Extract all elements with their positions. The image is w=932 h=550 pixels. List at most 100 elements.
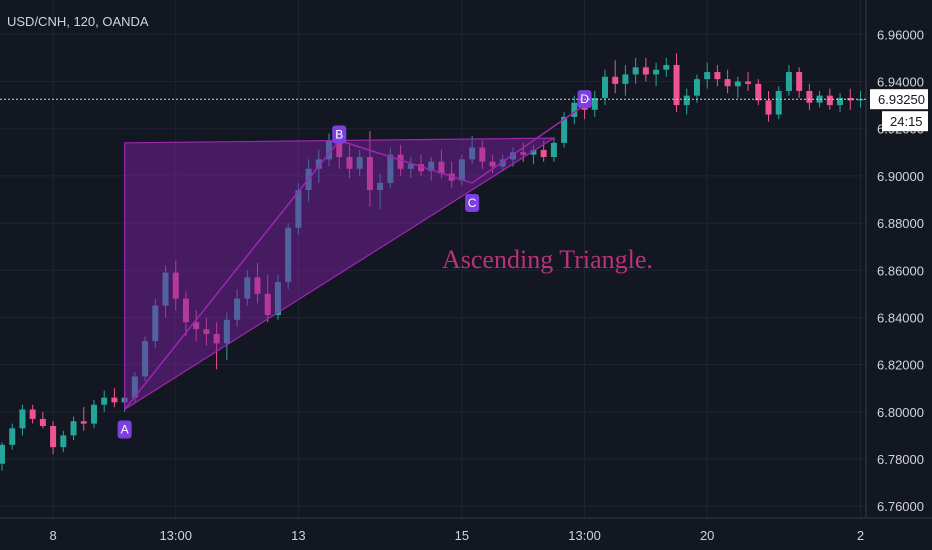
- candle-body: [39, 418, 46, 426]
- candle: [796, 67, 803, 99]
- y-tick-label: 6.76000: [877, 499, 924, 514]
- candle: [745, 72, 752, 91]
- candle-body: [50, 425, 57, 448]
- candle-body: [847, 98, 854, 101]
- candle-body: [816, 95, 823, 103]
- candle: [591, 90, 598, 117]
- candle: [755, 79, 762, 106]
- candle-body: [704, 72, 711, 80]
- candle-body: [683, 95, 690, 106]
- candle-body: [755, 83, 762, 101]
- candle: [80, 407, 87, 431]
- candle-body: [806, 90, 813, 103]
- y-tick-label: 6.78000: [877, 452, 924, 467]
- pattern-point-badge: [332, 125, 347, 144]
- time-axis[interactable]: 8 13:00 13 15 13:00 20 2: [49, 528, 864, 543]
- y-tick-label: 6.82000: [877, 358, 924, 373]
- countdown-timer: 24:15: [890, 114, 923, 129]
- y-tick-label: 6.88000: [877, 216, 924, 231]
- candle: [775, 86, 782, 120]
- candle: [70, 416, 77, 441]
- candle-body: [663, 64, 670, 70]
- candle-body: [561, 116, 568, 143]
- y-tick-label: 6.80000: [877, 405, 924, 420]
- candle-body: [90, 404, 97, 424]
- candle-body: [622, 74, 629, 84]
- pattern-annotation: Ascending Triangle.: [442, 245, 653, 274]
- y-tick-label: 6.86000: [877, 263, 924, 278]
- candle: [765, 90, 772, 122]
- candle: [663, 57, 670, 77]
- candle: [642, 57, 649, 82]
- x-tick-label: 13:00: [568, 528, 601, 543]
- pattern-point-a: A: [117, 420, 132, 439]
- candle-body: [632, 67, 639, 75]
- candle-body: [601, 76, 608, 99]
- candle: [785, 64, 792, 96]
- candle-body: [724, 79, 731, 87]
- x-tick-label: 15: [455, 528, 469, 543]
- candle: [734, 76, 741, 99]
- pattern-point-label: B: [335, 127, 343, 141]
- candle-body: [80, 421, 87, 424]
- candle-body: [673, 64, 680, 106]
- candle-body: [19, 409, 26, 429]
- candle-body: [591, 98, 598, 110]
- candle-body: [785, 72, 792, 91]
- candle-body: [9, 428, 16, 445]
- candle: [704, 62, 711, 89]
- candle-body: [60, 435, 67, 448]
- x-tick-label: 2: [857, 528, 864, 543]
- candle-body: [796, 72, 803, 91]
- x-tick-label: 13: [291, 528, 305, 543]
- candle: [571, 95, 578, 124]
- current-price-value: 6.93250: [878, 92, 925, 107]
- candle: [39, 411, 46, 429]
- candle: [612, 60, 619, 94]
- y-tick-label: 6.94000: [877, 75, 924, 90]
- pattern-point-label: A: [121, 422, 129, 436]
- candle: [550, 138, 557, 162]
- candle-body: [571, 102, 578, 117]
- symbol-title: USD/CNH, 120, OANDA: [7, 14, 149, 29]
- candle: [60, 430, 67, 452]
- candle-body: [765, 100, 772, 115]
- candle: [653, 62, 660, 87]
- candle-body: [29, 409, 36, 419]
- x-tick-label: 8: [49, 528, 56, 543]
- candle: [19, 404, 26, 436]
- candle-body: [653, 69, 660, 75]
- x-tick-label: 20: [700, 528, 714, 543]
- candle-body: [714, 72, 721, 80]
- x-tick-label: 13:00: [159, 528, 192, 543]
- abcd-path: [124, 104, 585, 410]
- candle: [837, 93, 844, 113]
- candle: [693, 74, 700, 103]
- candle: [724, 69, 731, 94]
- candle: [806, 83, 813, 110]
- candle: [111, 388, 118, 408]
- pattern-point-badge: [117, 420, 132, 439]
- candle-body: [693, 79, 700, 96]
- candle-body: [101, 397, 108, 405]
- candle-body: [826, 95, 833, 106]
- candle: [0, 442, 5, 471]
- candle-body: [70, 421, 77, 436]
- candle: [683, 88, 690, 115]
- candle: [90, 400, 97, 429]
- current-price-tag-background: [870, 89, 928, 110]
- candle: [29, 404, 36, 424]
- y-tick-label: 6.84000: [877, 310, 924, 325]
- current-price-tag: 6.93250 24:15: [870, 89, 928, 132]
- candle: [673, 53, 680, 113]
- candle-body: [530, 149, 537, 155]
- countdown-tag-background: [882, 111, 928, 132]
- price-axis[interactable]: 6.960006.940006.920006.900006.880006.860…: [877, 27, 924, 514]
- candle: [101, 390, 108, 412]
- candle: [714, 64, 721, 87]
- candle: [50, 421, 57, 455]
- candle: [9, 423, 16, 450]
- candle: [561, 112, 568, 148]
